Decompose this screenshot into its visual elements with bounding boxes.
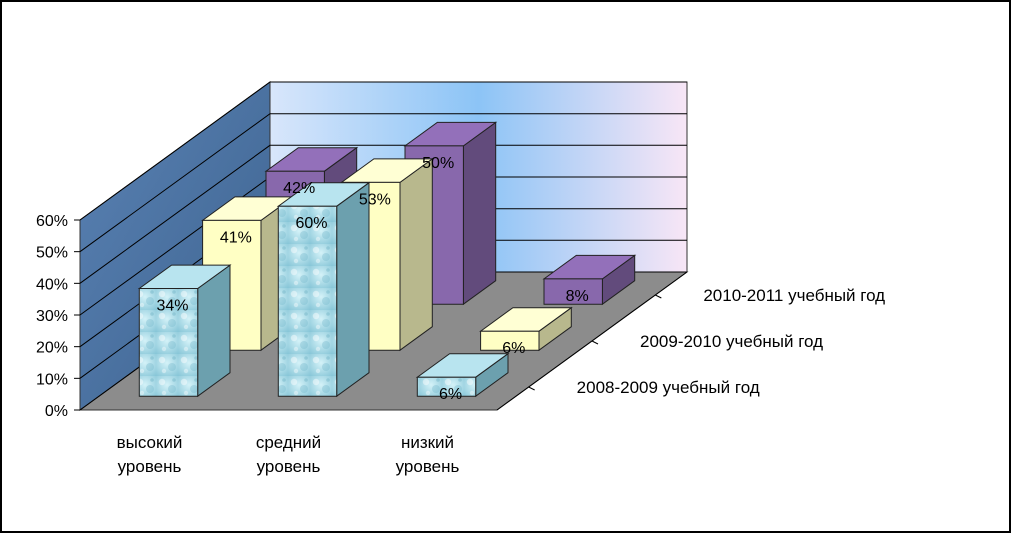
y-tick-label: 10% xyxy=(36,371,68,388)
data-label: 6% xyxy=(439,386,462,403)
bar-front xyxy=(138,288,199,397)
category-label-line: низкий xyxy=(401,433,454,452)
bar-side xyxy=(336,181,370,398)
data-label: 8% xyxy=(566,288,589,305)
bar-front xyxy=(416,376,477,397)
category-label-line: уровень xyxy=(257,457,321,476)
data-label: 50% xyxy=(422,155,454,172)
bar-side xyxy=(399,157,433,352)
bar xyxy=(542,254,637,306)
y-axis-ticks: 0% 10% 20% 30% 40% 50% 60% xyxy=(36,213,80,420)
bar xyxy=(137,264,232,398)
data-label: 34% xyxy=(156,298,188,315)
bar xyxy=(276,181,371,398)
y-tick-label: 50% xyxy=(36,245,68,262)
gridline xyxy=(79,81,687,221)
depth-tick-mark xyxy=(655,294,662,299)
series-label: 2009-2010 учебный год xyxy=(640,332,823,351)
series-axis-labels: 2008-2009 учебный год 2009-2010 учебный г… xyxy=(496,271,885,411)
bar xyxy=(415,352,510,398)
gridline xyxy=(79,113,687,253)
category-label: высокий уровень xyxy=(117,433,183,476)
bar-front xyxy=(480,330,540,351)
y-tick-label: 0% xyxy=(45,403,68,420)
depth-tick-mark xyxy=(591,340,599,345)
category-label-line: средний xyxy=(256,433,321,452)
bar-front xyxy=(277,205,338,397)
y-tick-label: 30% xyxy=(36,308,68,325)
y-tick-label: 40% xyxy=(36,276,68,293)
gridline xyxy=(79,144,687,284)
data-label: 42% xyxy=(283,180,315,197)
y-tick-label: 60% xyxy=(36,213,68,230)
data-labels: 42% 50% 8% 41% 53% 6% 34% 60% 6% xyxy=(156,155,588,403)
category-label-line: высокий xyxy=(117,433,183,452)
category-axis-labels: высокий уровень средний уровень низкий уровен… xyxy=(117,433,460,476)
category-label-line: уровень xyxy=(396,457,460,476)
category-label: средний уровень xyxy=(256,433,321,476)
data-label: 60% xyxy=(295,215,327,232)
bar xyxy=(479,306,573,352)
data-label: 6% xyxy=(502,340,525,357)
category-label: низкий уровень xyxy=(396,433,460,476)
series-label: 2010-2011 учебный год xyxy=(703,286,885,305)
data-label: 53% xyxy=(359,191,391,208)
bar-front xyxy=(543,278,603,305)
bar-side xyxy=(462,121,497,306)
depth-tick-mark xyxy=(528,386,535,391)
category-label-line: уровень xyxy=(118,457,182,476)
series-label: 2008-2009 учебный год xyxy=(577,378,760,397)
bars xyxy=(137,121,637,398)
y-tick-label: 20% xyxy=(36,340,68,357)
data-label: 41% xyxy=(220,229,252,246)
